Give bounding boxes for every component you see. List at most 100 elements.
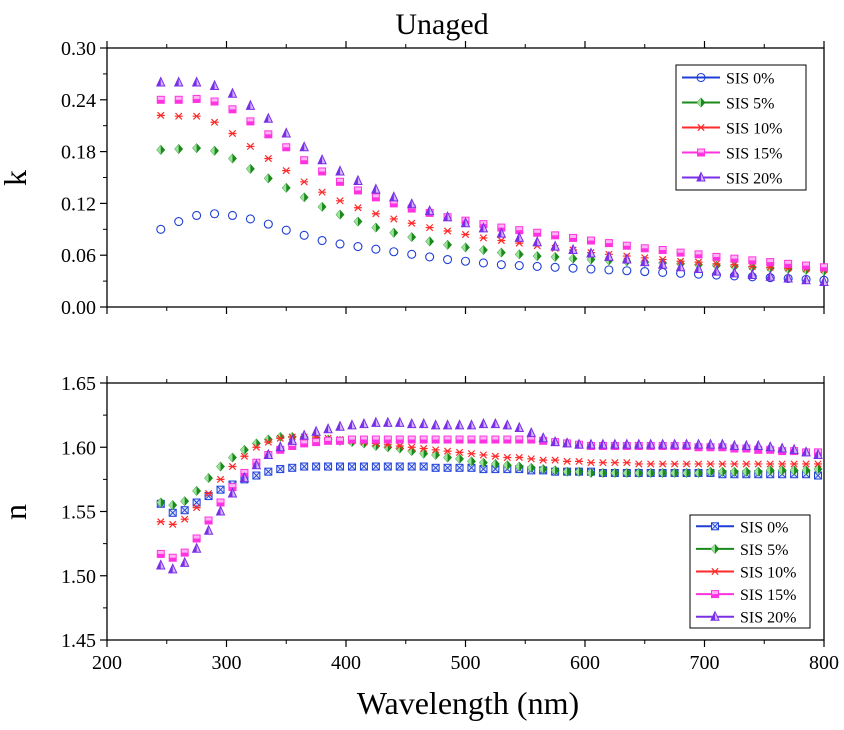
bottom-data-point xyxy=(264,467,273,476)
top-data-point-half xyxy=(407,232,412,242)
bottom-data-point xyxy=(383,416,393,427)
bottom-data-point-half xyxy=(348,439,356,444)
top-data-point-half xyxy=(641,248,649,252)
top-data-point-half xyxy=(372,197,380,201)
bottom-data-point-half xyxy=(658,439,663,449)
bottom-data-point xyxy=(227,487,238,498)
top-y-tick-label: 0.30 xyxy=(61,38,96,60)
top-data-point-half xyxy=(497,228,502,238)
bottom-legend-marker-half xyxy=(711,611,715,621)
bottom-data-point-shape xyxy=(730,460,739,468)
top-data-point-half xyxy=(264,113,269,123)
bottom-data-point xyxy=(658,467,668,478)
bottom-data-point-cross xyxy=(181,506,188,514)
top-data-point xyxy=(335,209,345,220)
top-data-point-shape xyxy=(336,197,345,205)
bottom-data-point xyxy=(742,460,751,468)
top-data-point-shape xyxy=(282,166,291,175)
bottom-data-point xyxy=(443,435,452,444)
bottom-data-point-half xyxy=(563,438,568,447)
top-data-point xyxy=(281,127,292,138)
bottom-data-point xyxy=(407,435,416,444)
top-data-point xyxy=(496,247,506,258)
top-data-point-shape xyxy=(712,260,721,268)
top-data-point xyxy=(155,76,166,87)
top-data-point xyxy=(568,243,578,255)
bottom-data-point-shape xyxy=(658,460,667,468)
top-data-point-shape xyxy=(604,265,614,275)
bottom-data-point-half xyxy=(814,449,819,459)
top-data-point-half xyxy=(623,245,631,250)
top-data-point-shape xyxy=(568,263,578,273)
top-data-point-shape xyxy=(210,209,220,219)
bottom-data-point-half xyxy=(180,557,185,567)
bottom-data-point xyxy=(407,462,416,471)
top-data-point-half xyxy=(228,88,233,98)
bottom-data-point-half xyxy=(312,426,317,436)
bottom-data-point-half xyxy=(670,439,675,449)
bottom-data-point-half xyxy=(264,449,269,459)
top-data-point xyxy=(353,186,362,195)
top-data-point-half xyxy=(228,109,236,113)
top-data-point xyxy=(191,76,202,87)
top-data-point-shape xyxy=(622,266,632,276)
bottom-data-point-half xyxy=(193,538,201,542)
bottom-data-point xyxy=(371,416,381,427)
bottom-data-point-shape xyxy=(778,460,787,468)
bottom-data-point-cross xyxy=(312,463,320,470)
bottom-data-point-half xyxy=(503,420,508,429)
top-data-point-shape xyxy=(461,230,470,239)
bottom-data-point xyxy=(467,435,476,444)
bottom-x-tick-label: 700 xyxy=(690,652,720,674)
bottom-data-point xyxy=(801,446,811,457)
bottom-data-point-shape xyxy=(252,443,261,451)
top-data-point-half xyxy=(156,77,161,87)
bottom-data-point xyxy=(371,435,380,444)
bottom-data-point-half xyxy=(515,422,520,432)
bottom-data-point xyxy=(694,460,703,468)
bottom-data-point-half xyxy=(419,419,424,428)
bottom-data-point xyxy=(575,457,584,466)
bottom-data-point xyxy=(682,467,691,478)
bottom-data-point xyxy=(192,534,201,543)
bottom-data-point-cross xyxy=(336,463,344,470)
bottom-data-point xyxy=(670,460,679,468)
top-data-point xyxy=(281,182,291,193)
top-data-point xyxy=(335,239,345,249)
top-data-point-half xyxy=(659,250,667,254)
top-data-point xyxy=(658,246,667,255)
bottom-data-point-half xyxy=(228,488,233,498)
top-legend-label: SIS 5% xyxy=(726,96,774,113)
bottom-data-point xyxy=(347,435,356,444)
bottom-data-point-half xyxy=(455,420,460,429)
bottom-data-point xyxy=(729,439,740,450)
bottom-data-point-half xyxy=(383,417,388,427)
top-data-point-shape xyxy=(192,210,202,221)
bottom-data-point xyxy=(669,438,680,449)
bottom-data-point-half xyxy=(288,435,293,445)
bottom-data-point xyxy=(765,441,776,452)
bottom-data-point xyxy=(586,438,596,449)
top-data-point xyxy=(299,192,309,203)
bottom-data-point xyxy=(514,461,524,472)
top-data-point-half xyxy=(389,228,394,238)
bottom-data-point xyxy=(204,516,213,525)
bottom-data-point-cross xyxy=(348,463,356,470)
top-data-point-half xyxy=(210,146,215,156)
bottom-data-point xyxy=(155,559,166,570)
bottom-data-point xyxy=(204,489,213,498)
bottom-data-point xyxy=(574,466,584,477)
bottom-data-point-half xyxy=(658,468,663,478)
bottom-data-point xyxy=(681,438,692,449)
bottom-y-tick-label: 1.45 xyxy=(61,630,96,652)
top-data-point xyxy=(318,188,327,196)
top-y-axis-label: k xyxy=(0,170,33,186)
top-data-point-half xyxy=(461,242,466,252)
bottom-data-point xyxy=(766,460,775,468)
bottom-data-point xyxy=(490,417,501,429)
top-data-point xyxy=(568,253,578,264)
bottom-data-point xyxy=(216,461,225,472)
bottom-data-point xyxy=(706,466,715,477)
top-data-point xyxy=(496,260,506,270)
